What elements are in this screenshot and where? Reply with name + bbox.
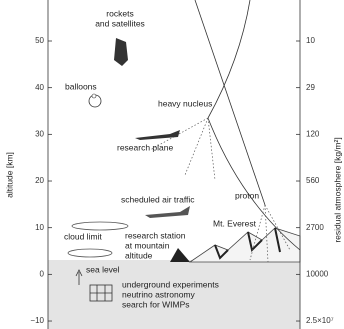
left-tick-label: −10 <box>30 316 44 325</box>
label: research plane <box>117 142 174 152</box>
cloud <box>68 249 112 257</box>
label: at mountain <box>125 240 170 250</box>
right-axis-label: residual atmosphere [kg/m²] <box>332 137 342 242</box>
research-plane <box>135 130 180 140</box>
right-tick-label: 2700 <box>306 223 324 232</box>
right-tick-label: 2.5×10⁷ <box>306 316 334 325</box>
right-tick-label: 10000 <box>306 269 329 278</box>
left-tick-label: 20 <box>35 176 44 185</box>
label: Mt. Everest <box>213 218 257 228</box>
left-axis-label: altitude [km] <box>4 152 14 198</box>
label: research station <box>125 230 186 240</box>
label: heavy nucleus <box>158 98 212 108</box>
mountains <box>190 228 300 262</box>
label: proton <box>235 190 259 200</box>
label: scheduled air traffic <box>121 194 195 204</box>
label: sea level <box>86 264 120 274</box>
label: search for WIMPs <box>122 299 190 309</box>
left-tick-label: 10 <box>35 223 44 232</box>
label: neutrino astronomy <box>122 289 196 299</box>
label: altitude <box>125 250 153 260</box>
balloon-small <box>92 94 96 98</box>
rocket <box>114 38 128 66</box>
label: and satellites <box>95 18 145 28</box>
label: underground experiments <box>122 279 219 289</box>
left-tick-label: 0 <box>40 269 45 278</box>
label: balloons <box>65 81 97 91</box>
left-tick-label: 50 <box>35 36 44 45</box>
right-tick-label: 10 <box>306 36 315 45</box>
right-tick-label: 120 <box>306 129 320 138</box>
cloud <box>72 222 128 230</box>
station <box>170 248 190 262</box>
label: rockets <box>106 8 133 18</box>
right-tick-label: 560 <box>306 176 320 185</box>
diagram: altitude [km] residual atmosphere [kg/m²… <box>0 0 344 329</box>
heavy-nucleus-track <box>208 0 300 250</box>
right-tick-label: 29 <box>306 83 315 92</box>
left-tick-label: 40 <box>35 83 44 92</box>
left-tick-label: 30 <box>35 129 44 138</box>
airliner <box>145 206 190 218</box>
label: cloud limit <box>64 231 102 241</box>
